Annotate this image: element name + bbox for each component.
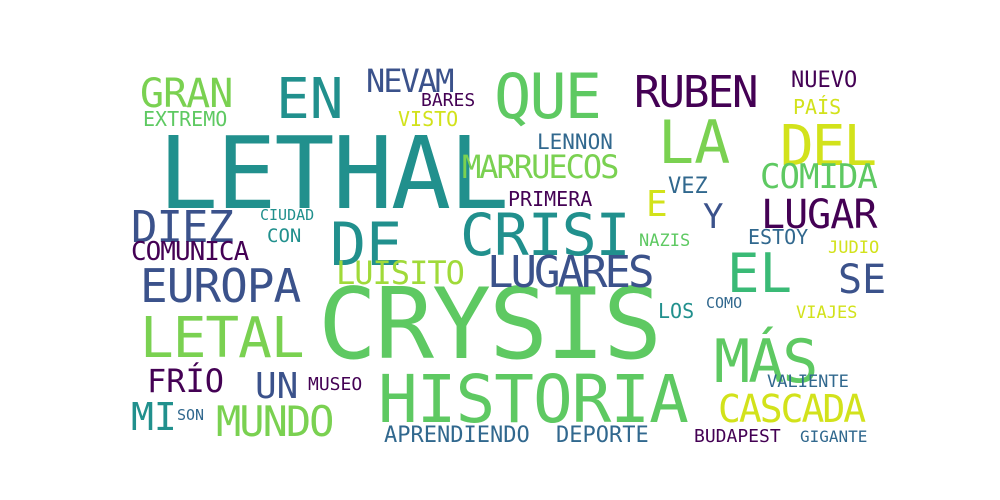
word-estoy: ESTOY (748, 225, 808, 249)
word-budapest: BUDAPEST (694, 426, 781, 447)
word-comida: COMIDA (760, 157, 877, 197)
word-historia: HISTORIA (378, 361, 688, 438)
word-y: Y (703, 197, 723, 237)
word-nevam: NEVAM (366, 62, 453, 100)
word-mundo: MUNDO (216, 397, 332, 446)
word-con: CON (267, 225, 301, 247)
word-como: COMO (706, 294, 742, 312)
word-lugares: LUGARES (487, 247, 652, 298)
word-valiente: VALIENTE (767, 372, 849, 392)
word-mas: MÁS (714, 325, 816, 397)
word-europa: EUROPA (140, 259, 300, 313)
word-extremo: EXTREMO (143, 107, 227, 131)
word-gigante: GIGANTE (800, 427, 867, 446)
word-la: LA (658, 108, 730, 178)
word-crisi: CRISI (460, 201, 630, 269)
word-pais: PAÍS (793, 95, 841, 119)
word-primera: PRIMERA (508, 187, 592, 211)
word-deporte: DEPORTE (556, 423, 649, 448)
word-ciudad: CIUDAD (260, 206, 314, 224)
word-un: UN (255, 366, 298, 407)
word-marruecos: MARRUECOS (462, 148, 618, 186)
word-aprendiendo: APRENDIENDO (384, 423, 530, 448)
word-se: SE (838, 257, 886, 303)
word-mi: MI (131, 395, 177, 439)
word-en: EN (276, 67, 343, 132)
word-judio: JUDIO (828, 238, 879, 258)
word-vez: VEZ (668, 174, 708, 199)
word-luisito: LUISITO (336, 254, 464, 292)
word-nazis: NAZIS (639, 231, 690, 251)
word-que: QUE (494, 60, 600, 133)
word-del: DEL (780, 114, 875, 179)
word-lugar: LUGAR (761, 192, 878, 238)
word-letal: LETAL (140, 306, 304, 371)
word-de: DE (330, 210, 402, 280)
word-los: LOS (658, 299, 694, 323)
word-visto: VISTO (398, 107, 458, 131)
word-lethal: LETHAL (158, 115, 507, 232)
word-museo: MUSEO (308, 374, 362, 395)
word-bares: BARES (421, 90, 475, 111)
word-el: EL (727, 242, 792, 305)
word-ruben: RUBEN (634, 67, 756, 118)
word-frio: FRÍO (147, 362, 224, 400)
word-son: SON (177, 406, 204, 424)
word-nuevo: NUEVO (791, 68, 857, 93)
word-gran: GRAN (140, 71, 232, 117)
word-lennon: LENNON (537, 130, 613, 154)
word-viajes: VIAJES (796, 303, 857, 323)
word-e: E (646, 184, 668, 225)
word-crysis: CRYSIS (318, 268, 660, 382)
word-comunica: COMUNICA (131, 237, 250, 267)
word-diez: DIEZ (131, 202, 233, 253)
word-cascada: CASCADA (718, 387, 866, 431)
